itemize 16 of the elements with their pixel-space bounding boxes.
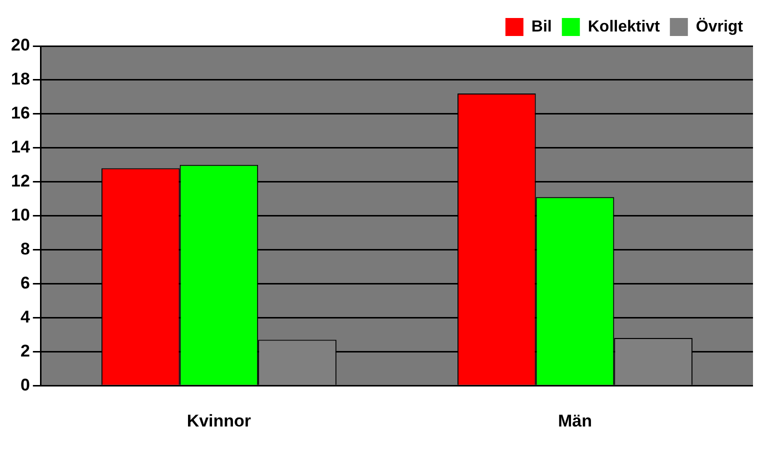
y-tick-label: 8 <box>20 239 30 258</box>
legend-label: Kollektivt <box>588 18 661 36</box>
y-tick-label: 4 <box>20 307 30 326</box>
y-tick-label: 2 <box>20 341 30 360</box>
y-tick-label: 14 <box>10 138 30 157</box>
y-tick-label: 20 <box>10 36 30 55</box>
x-tick-label: Kvinnor <box>186 411 252 430</box>
y-tick-label: 0 <box>20 375 30 394</box>
y-tick-label: 18 <box>10 70 30 89</box>
legend-label: Övrigt <box>696 17 744 36</box>
y-tick-label: 10 <box>10 205 30 224</box>
legend-label: Bil <box>531 18 552 36</box>
x-tick-label: Män <box>558 411 592 430</box>
y-tick-label: 16 <box>10 104 30 123</box>
y-tick-label: 12 <box>10 172 30 191</box>
y-tick-label: 6 <box>20 273 30 292</box>
